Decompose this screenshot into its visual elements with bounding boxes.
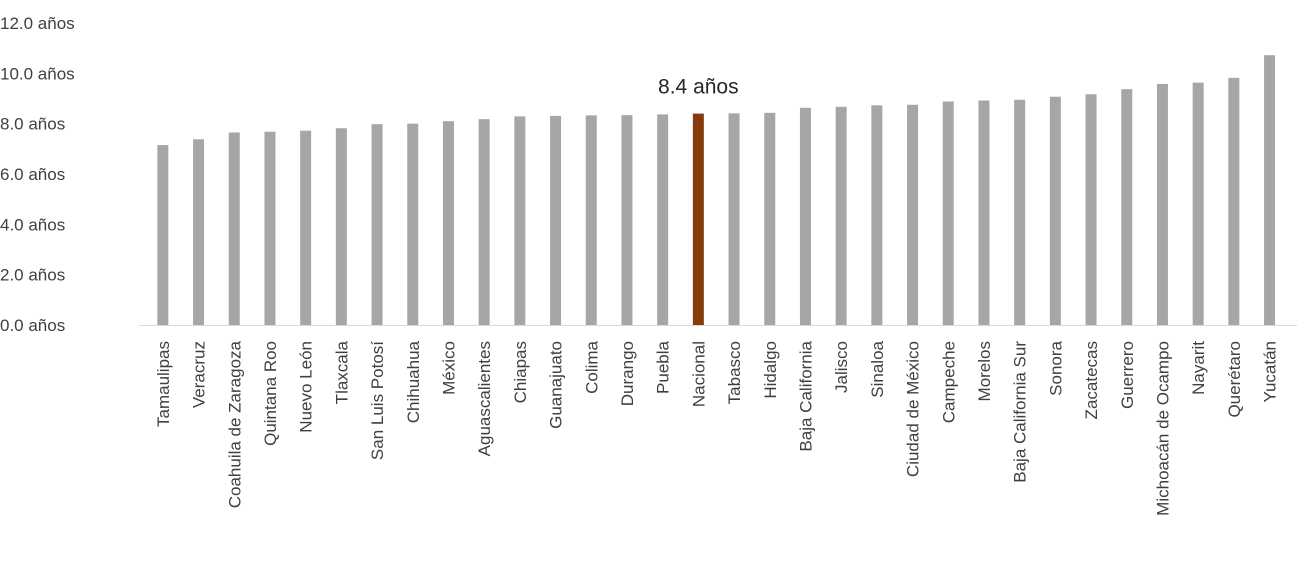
- x-tick-label: Querétaro: [1225, 341, 1244, 418]
- x-tick-label: Chihuahua: [404, 340, 423, 423]
- bar: [193, 139, 205, 325]
- bar: [264, 131, 276, 325]
- data-labels: 8.4 años: [658, 76, 739, 99]
- x-tick-label: Tabasco: [725, 341, 744, 404]
- bar: [335, 128, 347, 325]
- bar: [478, 119, 490, 326]
- x-tick-label: Guanajuato: [547, 341, 566, 429]
- y-tick-label: 6.0 años: [0, 165, 65, 184]
- x-tick-label: Sinaloa: [868, 340, 887, 397]
- bar: [1014, 99, 1026, 325]
- bar: [550, 115, 562, 326]
- bar: [1049, 96, 1061, 325]
- x-tick-label: Aguascalientes: [475, 341, 494, 456]
- x-tick-label: Quintana Roo: [261, 341, 280, 446]
- y-tick-label: 0.0 años: [0, 316, 65, 335]
- bar: [1156, 83, 1168, 325]
- x-tick-label: Colima: [582, 340, 601, 393]
- x-tick-label: Durango: [618, 341, 637, 406]
- x-tick-label: Nayarit: [1189, 341, 1208, 395]
- bar: [978, 100, 990, 325]
- x-tick-label: Chiapas: [511, 341, 530, 403]
- x-axis-labels: Tamaulipas Veracruz Coahuila de Zaragoza Qu…: [154, 340, 1297, 515]
- y-tick-label: 2.0 años: [0, 266, 65, 285]
- bar: [907, 104, 919, 326]
- bar: [407, 123, 419, 326]
- bar: [835, 106, 847, 326]
- bar: [442, 121, 454, 326]
- x-tick-label: Baja California Sur: [1011, 341, 1030, 483]
- bar: [1228, 77, 1240, 325]
- bar: [942, 101, 954, 326]
- bar: [371, 124, 383, 325]
- bar: [621, 115, 633, 325]
- x-tick-label: México: [439, 341, 458, 395]
- y-axis: 0.0 años 2.0 años 4.0 años 6.0 años 8.0 años…: [0, 14, 75, 335]
- bar-highlight: [692, 113, 704, 325]
- bar: [728, 113, 740, 326]
- x-tick-label: Baja California: [796, 340, 815, 451]
- x-tick-label: Veracruz: [190, 341, 209, 408]
- bars: [157, 55, 1276, 326]
- x-tick-label: Tamaulipas: [154, 341, 173, 427]
- x-tick-label: Zacatecas: [1082, 341, 1101, 419]
- bar: [764, 112, 776, 325]
- bar: [1121, 89, 1133, 326]
- bar: [1264, 55, 1276, 326]
- bar: [799, 107, 811, 325]
- bar: [157, 145, 169, 325]
- bar: [228, 132, 240, 325]
- bar: [514, 116, 526, 325]
- x-tick-label: Puebla: [654, 340, 673, 393]
- data-label: 8.4 años: [658, 76, 739, 99]
- bar: [1085, 94, 1097, 325]
- bar: [585, 115, 597, 325]
- bar: [657, 114, 669, 325]
- x-tick-label: Yucatán: [1261, 341, 1280, 402]
- x-tick-label: Coahuila de Zaragoza: [225, 340, 244, 508]
- bar: [300, 130, 312, 325]
- x-tick-label: Nacional: [689, 341, 708, 407]
- y-tick-label: 4.0 años: [0, 215, 65, 234]
- x-tick-label: Campeche: [939, 341, 958, 423]
- x-tick-label: San Luis Potosí: [368, 341, 387, 460]
- x-tick-label: Guerrero: [1118, 341, 1137, 409]
- y-tick-label: 12.0 años: [0, 14, 75, 33]
- x-tick-label: Hidalgo: [761, 341, 780, 399]
- y-tick-label: 10.0 años: [0, 64, 75, 83]
- x-tick-label: Morelos: [975, 341, 994, 401]
- x-tick-label: Sonora: [1046, 340, 1065, 395]
- x-tick-label: Ciudad de México: [904, 341, 923, 477]
- x-tick-label: Nuevo León: [297, 341, 316, 433]
- x-tick-label: Tlaxcala: [332, 340, 351, 404]
- x-tick-label: Michoacán de Ocampo: [1153, 341, 1172, 516]
- x-tick-label: Jalisco: [832, 341, 851, 393]
- bar: [1192, 82, 1204, 326]
- y-tick-label: 8.0 años: [0, 115, 65, 134]
- bar: [871, 105, 883, 325]
